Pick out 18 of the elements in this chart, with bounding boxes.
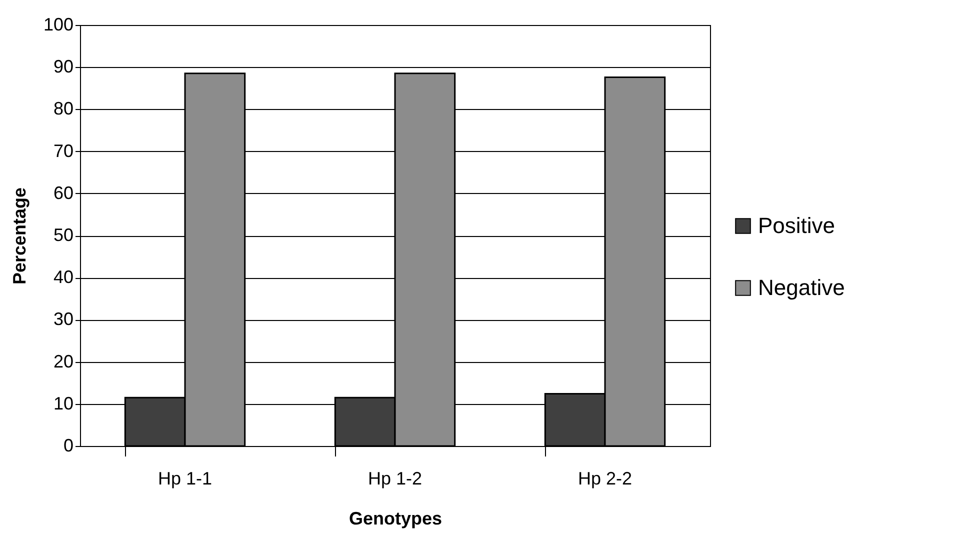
x-tick-label: Hp 1-2 <box>368 468 422 488</box>
legend-label: Positive <box>758 213 836 238</box>
y-tick-label: 10 <box>53 393 74 414</box>
legend-label: Negative <box>758 275 845 300</box>
y-tick-label: 100 <box>43 14 74 34</box>
y-axis-title: Percentage <box>9 187 30 285</box>
y-tick-label: 20 <box>53 351 74 372</box>
y-tick-label: 80 <box>53 98 74 119</box>
y-tick-label: 60 <box>53 182 74 203</box>
y-tick-label: 40 <box>53 267 74 288</box>
y-tick-label: 30 <box>53 309 74 330</box>
y-tick-label: 0 <box>63 436 74 456</box>
x-axis-title: Genotypes <box>348 508 442 528</box>
x-tick-label: Hp 1-1 <box>158 468 212 488</box>
x-tick-label: Hp 2-2 <box>578 468 632 488</box>
y-tick-label: 70 <box>53 140 74 161</box>
y-tick-label: 90 <box>53 56 74 77</box>
y-tick-label: 50 <box>53 225 74 245</box>
